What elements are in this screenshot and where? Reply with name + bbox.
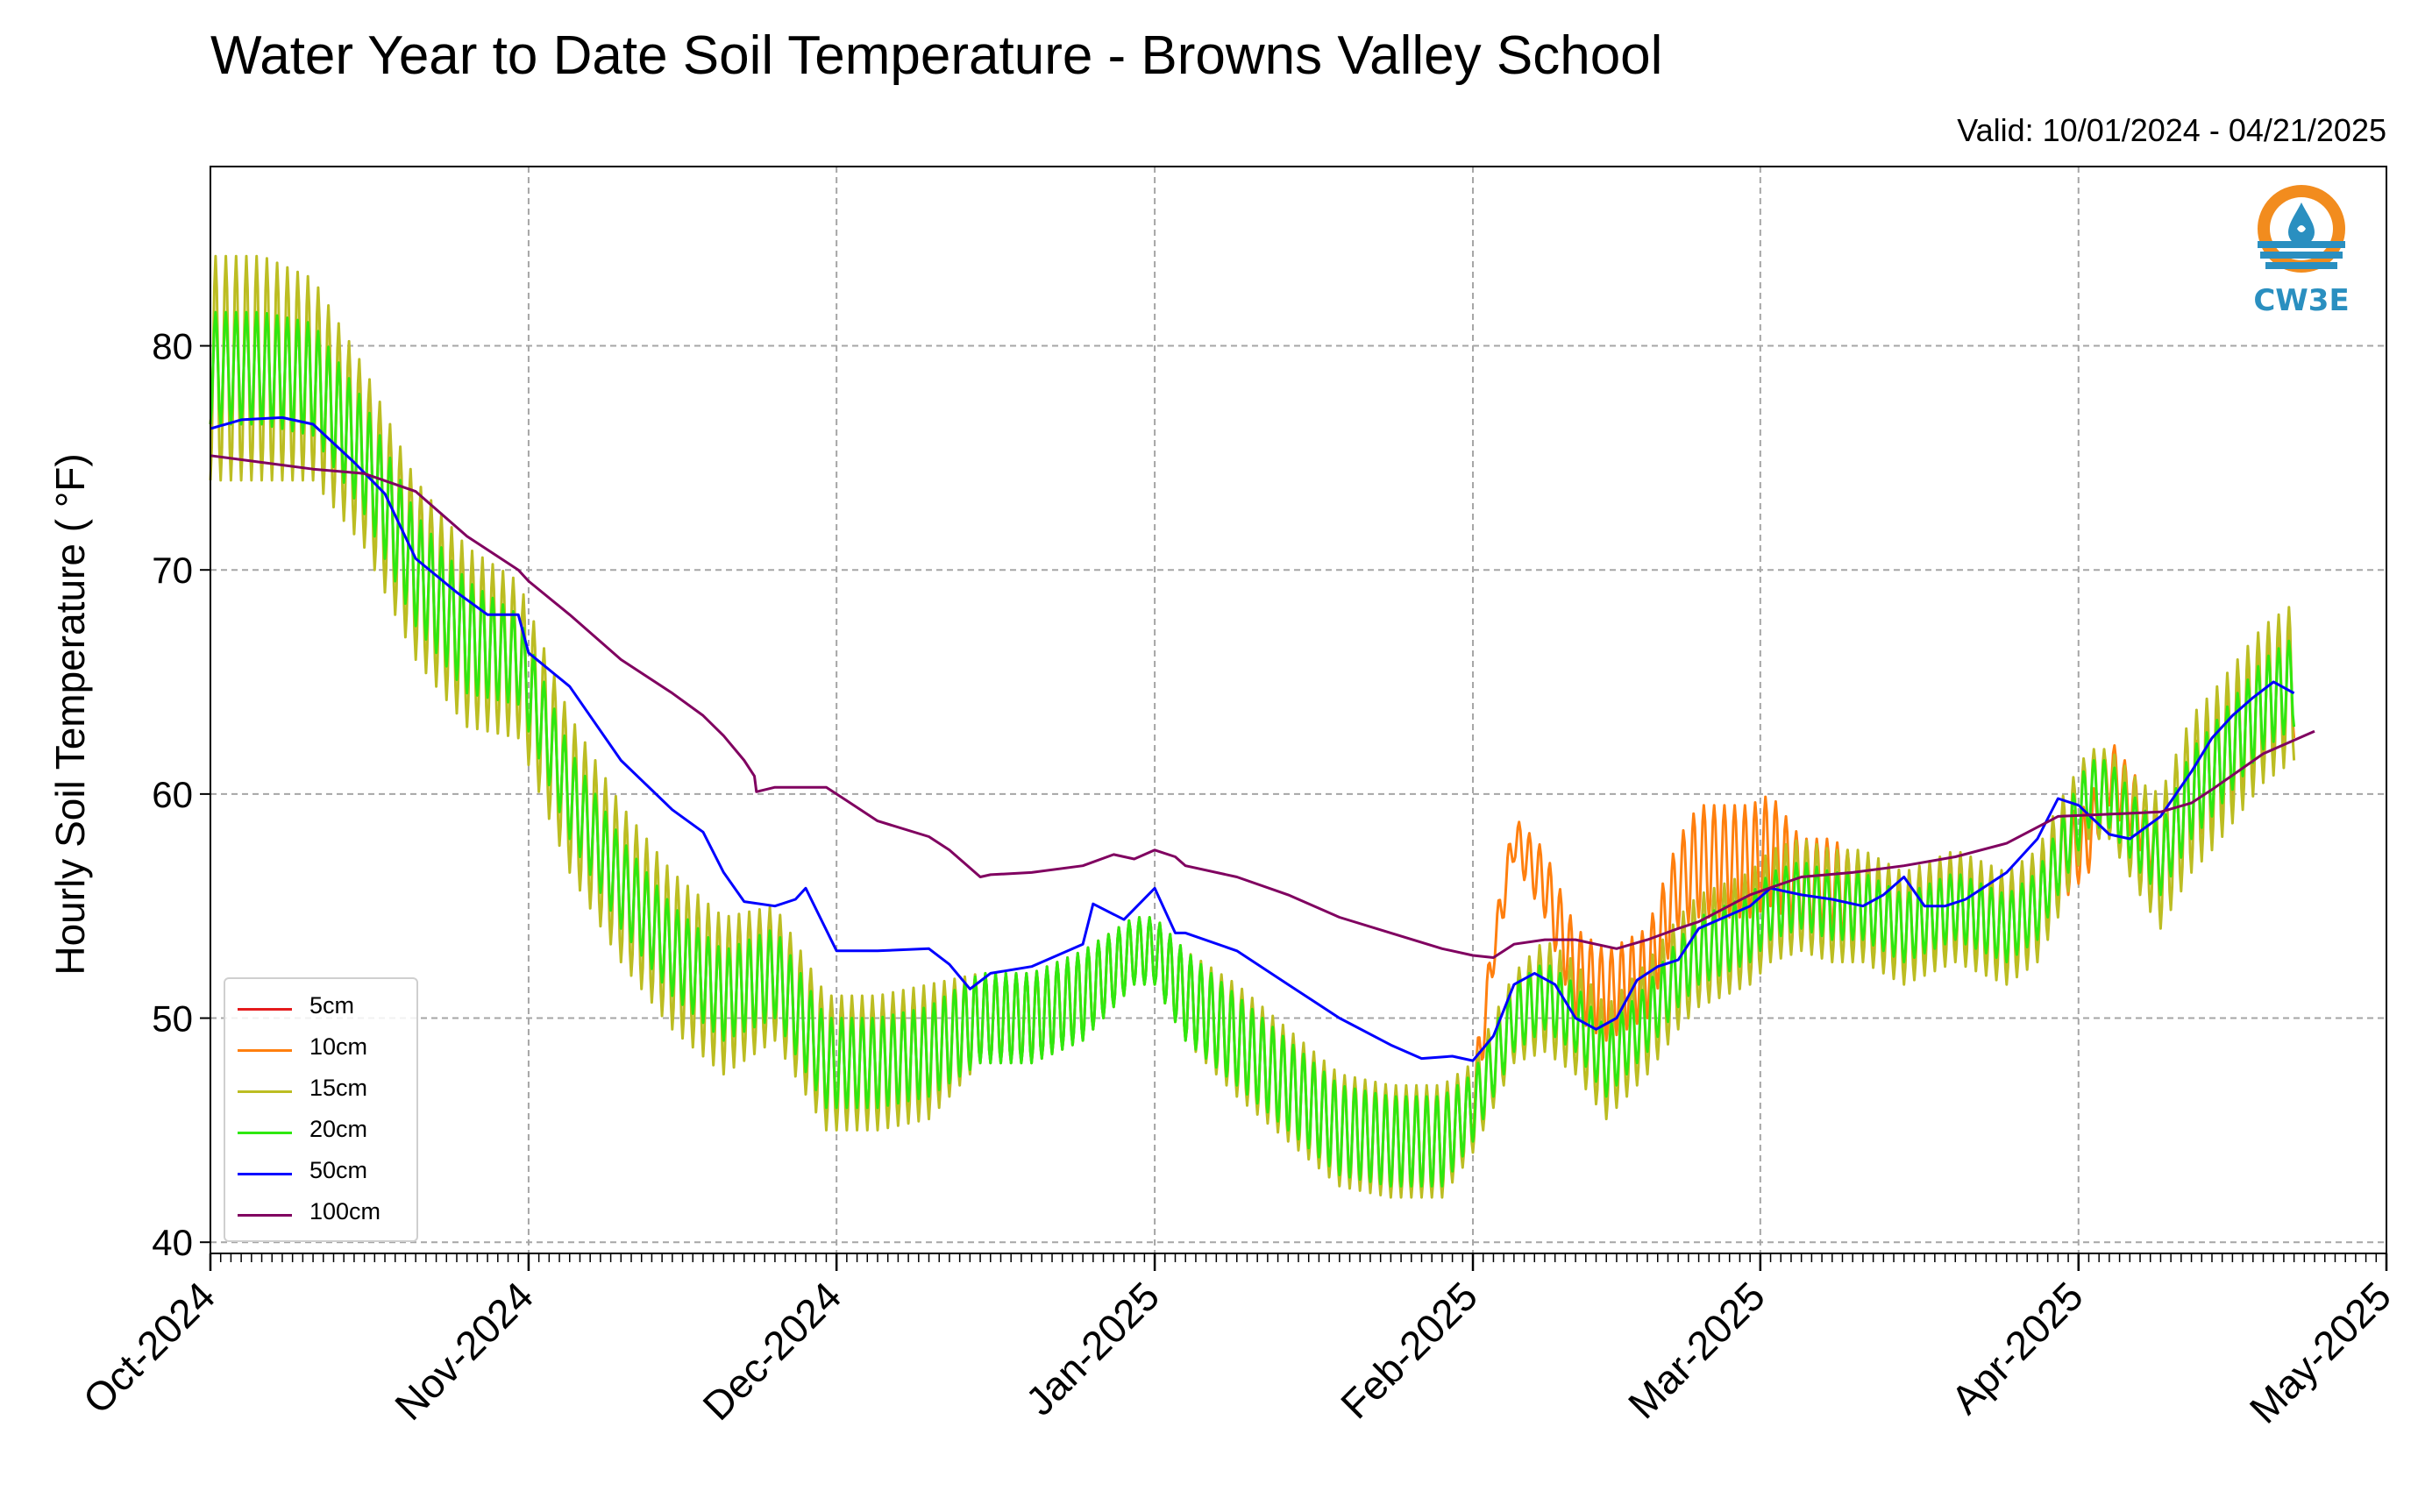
legend-swatch (238, 1049, 292, 1052)
y-tick-label: 70 (152, 550, 193, 591)
legend-swatch (238, 1090, 292, 1093)
water-drop-icon (2258, 185, 2345, 273)
legend-item-100cm: 100cm (225, 1196, 416, 1234)
legend-label: 5cm (309, 992, 355, 1019)
legend-item-20cm: 20cm (225, 1113, 416, 1152)
legend-label: 15cm (309, 1075, 368, 1101)
logo-text: CW3E (2253, 283, 2350, 318)
x-tick-label: Feb-2025 (1332, 1273, 1486, 1427)
cw3e-logo: CW3E (2244, 180, 2358, 320)
y-tick-label: 50 (152, 998, 193, 1040)
legend-item-5cm: 5cm (225, 990, 416, 1028)
x-tick-label: Jan-2025 (1017, 1273, 1168, 1423)
legend-swatch (238, 1173, 292, 1175)
y-tick-label: 80 (152, 326, 193, 367)
x-tick-label: Nov-2024 (386, 1273, 542, 1429)
legend-item-15cm: 15cm (225, 1072, 416, 1111)
legend: 5cm 10cm 15cm 20cm 50cm 100cm (224, 977, 418, 1242)
series-line-100cm (210, 454, 2315, 959)
legend-swatch (238, 1008, 292, 1011)
legend-label: 50cm (309, 1157, 368, 1183)
y-tick-label: 60 (152, 774, 193, 815)
x-tick-label: May-2025 (2241, 1273, 2400, 1431)
legend-label: 20cm (309, 1116, 368, 1142)
legend-swatch (238, 1132, 292, 1134)
series-line-50cm (210, 415, 2295, 1062)
x-tick-label: Oct-2024 (75, 1273, 224, 1423)
legend-label: 10cm (309, 1033, 368, 1060)
chart-title: Water Year to Date Soil Temperature - Br… (210, 25, 1663, 86)
legend-swatch (238, 1214, 292, 1217)
legend-label: 100cm (309, 1198, 381, 1225)
series-line-15cm (209, 254, 2296, 1199)
series-lines (209, 254, 2315, 1199)
legend-item-50cm: 50cm (225, 1154, 416, 1193)
legend-item-10cm: 10cm (225, 1031, 416, 1069)
x-tick-label: Dec-2024 (693, 1273, 850, 1429)
series-line-10cm (209, 310, 2296, 1188)
x-tick-label: Mar-2025 (1619, 1273, 1774, 1427)
x-tick-label: Apr-2025 (1942, 1273, 2092, 1423)
y-tick-label: 40 (152, 1222, 193, 1263)
series-line-20cm (209, 310, 2296, 1188)
valid-date-range: Valid: 10/01/2024 - 04/21/2025 (1957, 112, 2386, 148)
y-axis-label: Hourly Soil Temperature ( °F) (47, 453, 93, 975)
